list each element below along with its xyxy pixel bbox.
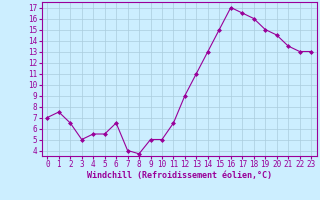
X-axis label: Windchill (Refroidissement éolien,°C): Windchill (Refroidissement éolien,°C) bbox=[87, 171, 272, 180]
